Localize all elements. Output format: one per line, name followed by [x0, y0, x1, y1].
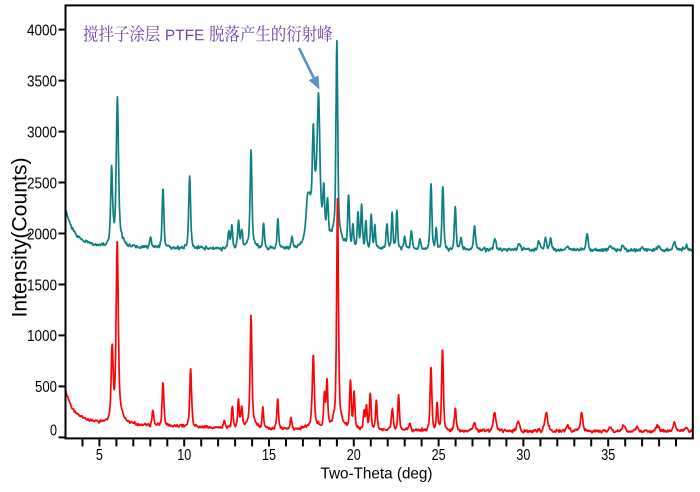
svg-text:30: 30	[516, 447, 530, 464]
svg-text:Intensity(Counts): Intensity(Counts)	[9, 158, 32, 318]
svg-text:1500: 1500	[27, 277, 57, 294]
svg-text:3500: 3500	[27, 73, 57, 90]
svg-text:1000: 1000	[27, 328, 57, 345]
svg-text:2500: 2500	[27, 175, 57, 192]
svg-text:15: 15	[262, 447, 276, 464]
svg-text:3000: 3000	[27, 124, 57, 141]
svg-text:35: 35	[601, 447, 615, 464]
svg-text:2000: 2000	[27, 226, 57, 243]
svg-text:Two-Theta (deg): Two-Theta (deg)	[321, 465, 433, 482]
svg-text:0: 0	[50, 423, 57, 440]
svg-text:4000: 4000	[27, 22, 57, 39]
svg-text:20: 20	[347, 447, 361, 464]
svg-text:500: 500	[35, 379, 57, 396]
svg-text:25: 25	[432, 447, 446, 464]
svg-text:10: 10	[177, 447, 191, 464]
svg-text:5: 5	[96, 447, 103, 464]
